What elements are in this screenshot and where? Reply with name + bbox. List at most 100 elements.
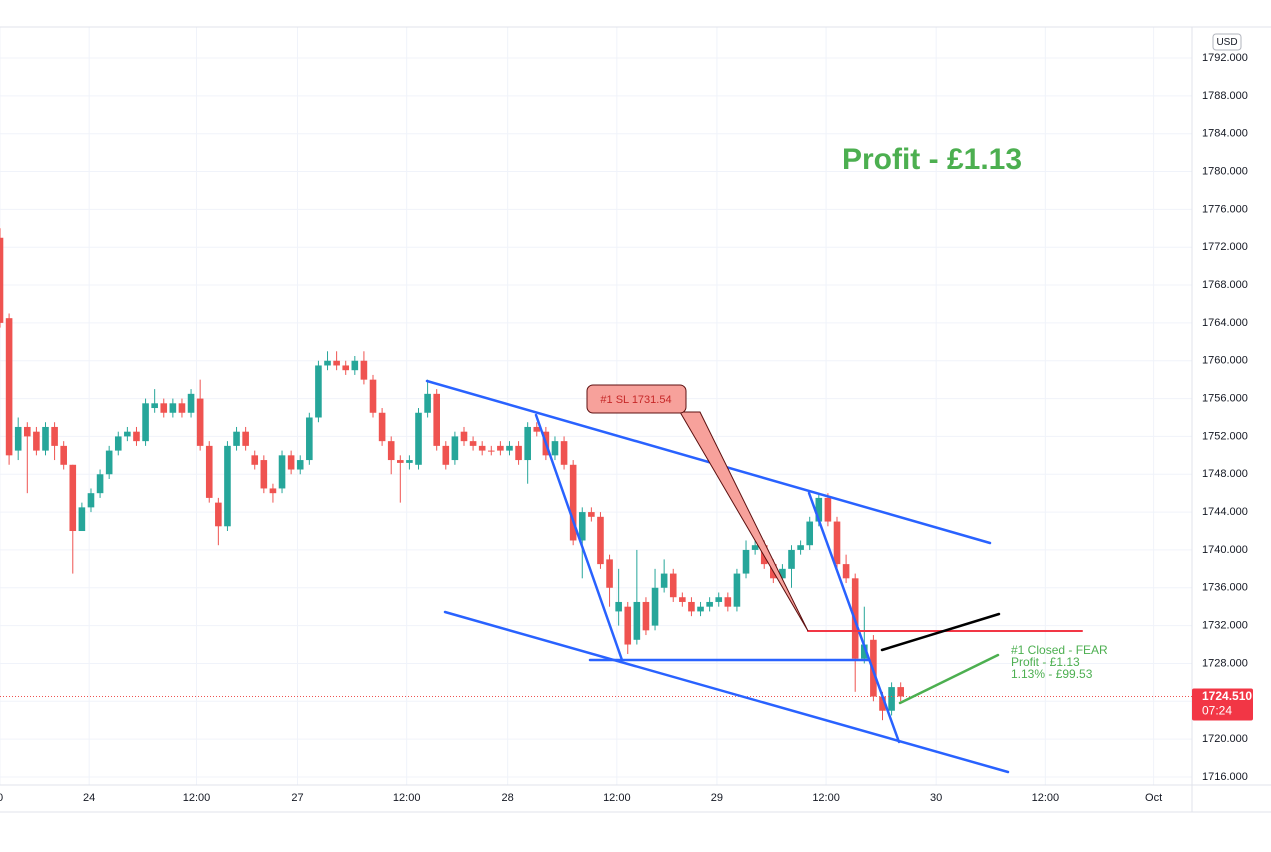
candle-body	[142, 403, 149, 442]
candle-body	[679, 597, 686, 602]
x-tick-label: 27	[291, 792, 303, 804]
candle-body	[205, 445, 213, 498]
candle-body	[315, 365, 322, 418]
candle-body	[497, 445, 504, 451]
candle-body	[178, 403, 186, 413]
trend-line	[898, 653, 1000, 705]
y-tick-label: 1756.000	[1202, 392, 1248, 404]
y-tick-label: 1720.000	[1202, 733, 1248, 745]
candle-body	[897, 687, 904, 697]
candle-body	[187, 393, 195, 413]
candle-body	[60, 445, 67, 465]
candle-body	[669, 573, 677, 598]
candle-body	[833, 521, 841, 565]
y-tick-label: 1748.000	[1202, 468, 1248, 480]
x-tick-label: 0	[0, 792, 3, 804]
candle-body	[87, 493, 95, 508]
candle-body	[533, 426, 541, 432]
candle-body	[360, 360, 368, 380]
candle-body	[114, 436, 122, 451]
trend-line	[807, 491, 901, 744]
y-tick-label: 1736.000	[1202, 582, 1248, 594]
candle-body	[424, 393, 431, 413]
y-tick-label: 1772.000	[1202, 241, 1248, 253]
countdown: 07:24	[1202, 704, 1232, 718]
candle-body	[751, 545, 759, 550]
candle-body	[160, 403, 168, 413]
candle-body	[824, 497, 832, 522]
y-tick-label: 1764.000	[1202, 317, 1248, 329]
candle-body	[688, 601, 695, 612]
candle-body	[296, 460, 304, 470]
candle-body	[215, 502, 222, 527]
currency: USD	[1216, 37, 1237, 48]
y-tick-label: 1740.000	[1202, 544, 1248, 556]
candle-body	[715, 597, 723, 602]
x-tick-label: 12:00	[812, 792, 840, 804]
candle-body	[397, 460, 404, 463]
candle-body	[742, 549, 750, 574]
axes: 1716.0001720.0001724.0001728.0001732.000…	[0, 52, 1253, 804]
y-tick-label: 1760.000	[1202, 355, 1248, 367]
candle-body	[597, 516, 604, 565]
candle-body	[14, 426, 22, 451]
candle-body	[469, 441, 477, 446]
candle-body	[879, 696, 886, 711]
y-tick-label: 1776.000	[1202, 203, 1248, 215]
currency-box	[1212, 33, 1242, 51]
last-price-box	[1192, 688, 1253, 721]
candle-body	[0, 237, 4, 323]
candle-body	[260, 460, 268, 489]
x-tick-label: 29	[711, 792, 723, 804]
y-tick-label: 1716.000	[1202, 771, 1248, 783]
note-line: Profit - £1.13	[1011, 655, 1080, 669]
x-tick-label: 12:00	[1032, 792, 1060, 804]
candle-body	[806, 521, 814, 546]
candle-body	[651, 587, 659, 626]
candle-body	[815, 497, 823, 522]
candle-body	[551, 441, 559, 456]
candle-body	[560, 441, 568, 465]
candle-body	[133, 431, 140, 442]
y-tick-label: 1732.000	[1202, 620, 1248, 632]
candle-body	[33, 431, 40, 451]
candle-body	[697, 606, 704, 612]
candle-body	[733, 573, 741, 607]
candle-body	[724, 597, 732, 607]
candle-body	[224, 445, 231, 527]
candle-body	[233, 431, 240, 446]
candle-body	[615, 601, 622, 612]
candle-body	[797, 545, 804, 550]
candle-body	[151, 403, 158, 409]
drawings	[425, 379, 1083, 774]
y-tick-label: 1780.000	[1202, 165, 1248, 177]
candle-body	[842, 564, 850, 579]
candle-body	[460, 431, 468, 442]
candle-body	[779, 568, 786, 579]
y-tick-label: 1792.000	[1202, 52, 1248, 64]
y-tick-label: 1752.000	[1202, 430, 1248, 442]
candle-body	[606, 559, 613, 588]
candle-body	[5, 318, 13, 456]
candle-body	[387, 441, 395, 461]
candle-body	[51, 426, 58, 446]
candle-body	[124, 431, 131, 437]
candle-body	[269, 488, 277, 494]
candle-body	[78, 507, 86, 532]
candle-body	[578, 512, 586, 541]
candle-body	[633, 601, 641, 640]
candle-body	[451, 436, 459, 461]
candle-body	[333, 360, 340, 366]
trend-line	[534, 413, 624, 662]
candle-body	[96, 474, 104, 494]
candle-body	[42, 426, 49, 451]
y-tick-label: 1768.000	[1202, 279, 1248, 291]
candle-body	[588, 512, 595, 517]
trend-line	[443, 610, 1010, 774]
y-tick-label: 1784.000	[1202, 128, 1248, 140]
candle-body	[442, 445, 450, 465]
x-tick-label: Oct	[1145, 792, 1162, 804]
candle-body	[196, 398, 204, 446]
x-tick-label: 12:00	[183, 792, 211, 804]
